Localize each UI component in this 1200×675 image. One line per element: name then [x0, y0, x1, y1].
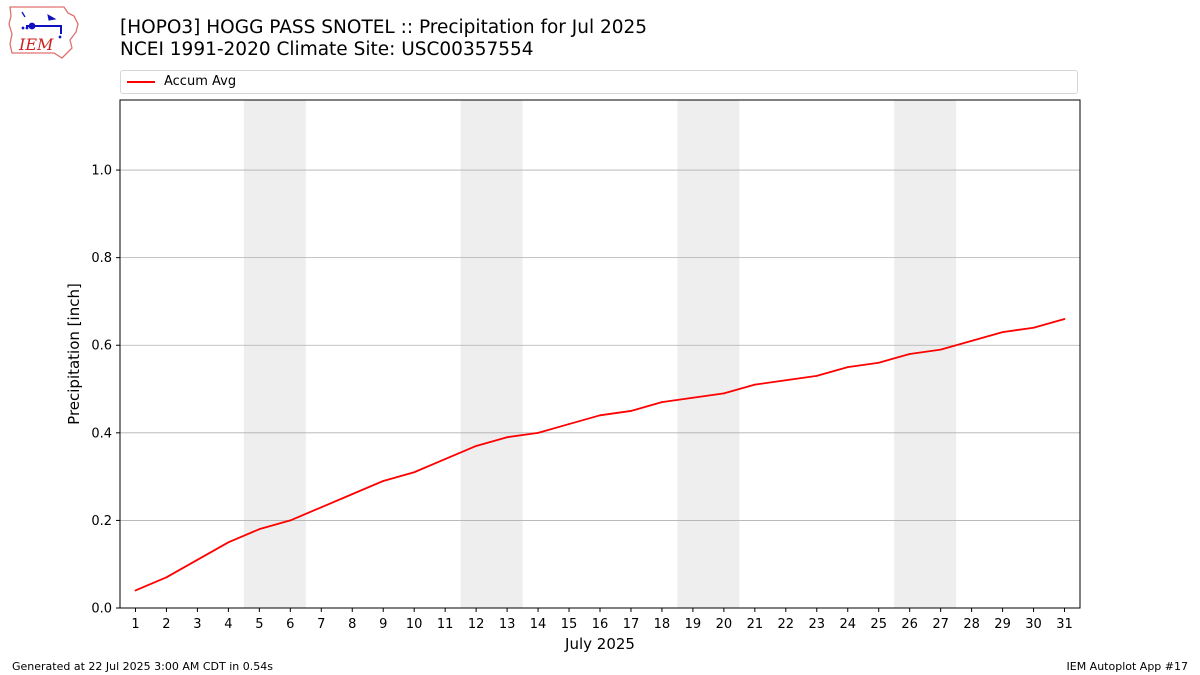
x-tick-label: 8 — [348, 617, 356, 632]
data-point — [475, 445, 478, 447]
x-tick-label: 27 — [932, 617, 949, 632]
x-tick-label: 1 — [131, 617, 139, 632]
data-point — [784, 379, 787, 382]
y-tick-label: 0.0 — [91, 602, 112, 617]
x-tick-label: 20 — [716, 617, 733, 632]
data-point — [227, 541, 230, 544]
x-tick-label: 26 — [901, 617, 918, 632]
y-tick-label: 0.2 — [91, 514, 112, 529]
data-point — [908, 353, 911, 355]
iem-logo: IEM — [8, 6, 79, 59]
legend: Accum Avg — [120, 70, 1078, 94]
data-point — [413, 471, 416, 474]
data-point — [661, 401, 663, 404]
y-tick-label: 0.4 — [91, 426, 112, 441]
x-tick-label: 11 — [437, 617, 454, 632]
x-tick-label: 30 — [1025, 617, 1042, 632]
x-tick-label: 3 — [193, 617, 201, 632]
data-point — [506, 436, 508, 439]
x-tick-label: 28 — [963, 617, 980, 632]
x-tick-label: 4 — [224, 617, 232, 632]
chart-title: [HOPO3] HOGG PASS SNOTEL :: Precipitatio… — [120, 17, 648, 38]
x-tick-label: 5 — [255, 617, 263, 632]
app-credit: IEM Autoplot App #17 — [1066, 660, 1189, 673]
data-point — [692, 396, 694, 399]
x-axis-ticks: 1 2 3 4 5 6 7 8 9 10 11 12 13 14 15 16 17 18 19 20 21 22 23 24 2… — [131, 608, 1073, 632]
x-tick-label: 2 — [162, 617, 170, 632]
y-tick-label: 1.0 — [91, 164, 112, 179]
data-point — [289, 519, 292, 522]
weather-station-icon — [21, 11, 62, 39]
weekend-band-3 — [677, 100, 740, 608]
x-tick-label: 24 — [839, 617, 856, 632]
x-tick-label: 12 — [468, 617, 485, 632]
x-tick-label: 13 — [499, 617, 516, 632]
logo-text: IEM — [18, 35, 54, 54]
x-tick-label: 18 — [654, 617, 671, 632]
data-point — [537, 431, 539, 434]
weekend-band-4 — [894, 100, 957, 608]
generated-timestamp: Generated at 22 Jul 2025 3:00 AM CDT in … — [12, 660, 273, 673]
data-point — [722, 392, 725, 395]
data-point — [1001, 331, 1004, 334]
legend-swatch-accum-avg — [127, 81, 155, 83]
weekend-band-2 — [460, 100, 523, 608]
data-point — [568, 423, 570, 425]
x-tick-label: 17 — [623, 617, 640, 632]
data-point — [258, 528, 261, 531]
x-tick-label: 7 — [317, 617, 325, 632]
data-point — [196, 558, 199, 561]
x-tick-label: 14 — [530, 617, 547, 632]
legend-label-accum-avg: Accum Avg — [164, 74, 237, 89]
x-tick-label: 29 — [994, 617, 1011, 632]
data-point — [1032, 326, 1035, 329]
data-point — [599, 414, 601, 417]
series-layer — [134, 318, 1066, 592]
x-tick-label: 21 — [747, 617, 764, 632]
x-tick-label: 23 — [809, 617, 826, 632]
x-tick-label: 15 — [561, 617, 578, 632]
chart-subtitle: NCEI 1991-2020 Climate Site: USC00357554 — [120, 39, 534, 60]
x-axis-label: July 2025 — [564, 635, 635, 653]
x-tick-label: 22 — [778, 617, 795, 632]
x-tick-label: 19 — [685, 617, 702, 632]
data-point — [846, 366, 849, 369]
data-point — [382, 480, 385, 482]
x-tick-label: 31 — [1056, 617, 1073, 632]
x-tick-label: 16 — [592, 617, 609, 632]
data-point — [970, 339, 973, 342]
weekend-band-1 — [243, 100, 306, 608]
data-point — [165, 576, 168, 579]
data-point — [320, 506, 323, 509]
data-point — [753, 383, 756, 386]
data-point — [939, 348, 942, 351]
y-axis-label: Precipitation [inch] — [65, 283, 83, 425]
x-tick-label: 6 — [286, 617, 294, 632]
iowa-outline-icon — [8, 6, 79, 59]
y-tick-label: 0.8 — [91, 251, 112, 266]
data-point — [815, 374, 818, 377]
y-axis-ticks: 0.0 0.2 0.4 0.6 0.8 1.0 — [91, 164, 120, 617]
weekend-bands — [243, 100, 957, 608]
data-point — [351, 493, 354, 496]
x-tick-label: 25 — [870, 617, 887, 632]
x-tick-label: 10 — [406, 617, 423, 632]
data-point — [134, 589, 137, 592]
data-point — [1063, 318, 1066, 320]
y-tick-label: 0.6 — [91, 339, 112, 354]
x-tick-label: 9 — [379, 617, 387, 632]
data-point — [630, 410, 632, 412]
data-point — [877, 361, 880, 364]
data-point — [444, 458, 447, 461]
